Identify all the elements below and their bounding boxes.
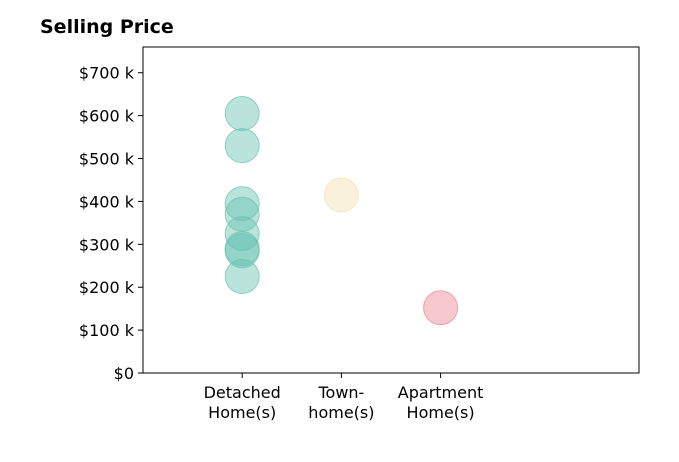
y-tick-label: $700 k (79, 64, 135, 83)
data-point (224, 128, 260, 164)
x-tick-label: Home(s) (407, 403, 475, 422)
x-tick-label: home(s) (308, 403, 374, 422)
y-tick-label: $600 k (79, 107, 135, 126)
y-axis: $0 $100 k $200 k $300 k $400 k $500 k $600 k $7… (79, 64, 143, 383)
data-point (224, 186, 260, 222)
y-tick-label: $100 k (79, 321, 135, 340)
data-point (224, 258, 260, 294)
data-point (323, 177, 359, 213)
data-point (224, 95, 260, 131)
data-point (224, 233, 260, 269)
y-tick-label: $200 k (79, 278, 135, 297)
x-axis: DetachedHome(s)Town-home(s)ApartmentHome… (204, 373, 484, 422)
y-tick-label: $0 (114, 364, 134, 383)
y-tick-label: $400 k (79, 192, 135, 211)
y-tick-label: $300 k (79, 235, 135, 254)
x-tick-label: Home(s) (208, 403, 276, 422)
chart-title: Selling Price (40, 16, 174, 38)
plot-frame (142, 46, 640, 374)
points-layer (224, 95, 459, 326)
x-tick-label: Apartment (398, 383, 484, 402)
y-tick-label: $500 k (79, 150, 135, 169)
x-tick-label: Detached (204, 383, 281, 402)
x-tick-label: Town- (317, 383, 364, 402)
data-point (423, 290, 459, 326)
